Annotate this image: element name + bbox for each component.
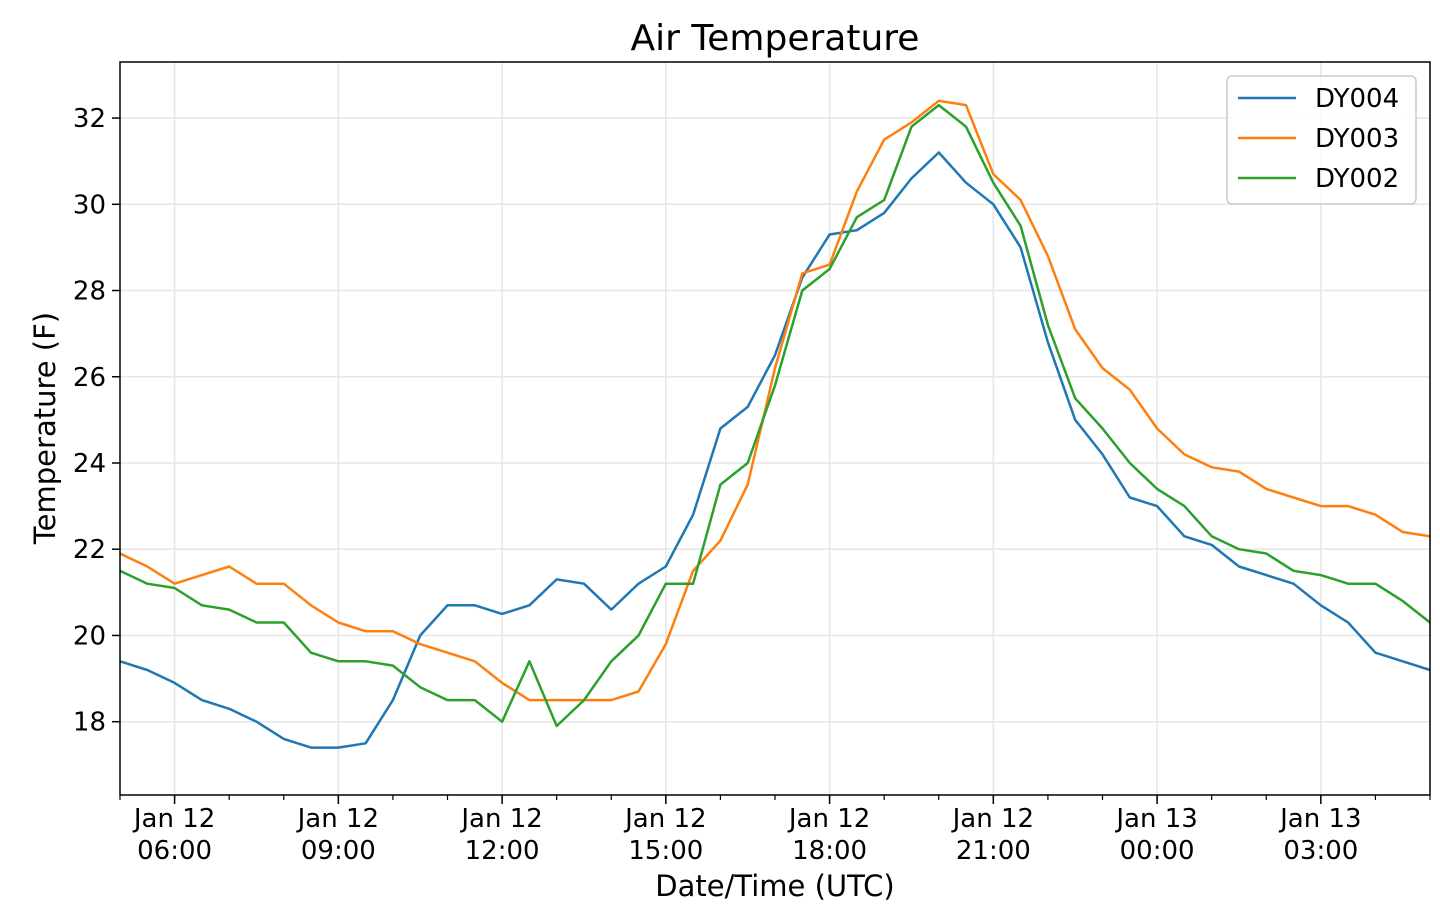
- x-tick-label-time: 18:00: [792, 836, 867, 866]
- legend-box: [1226, 75, 1417, 205]
- series-lines: [119, 99, 1431, 749]
- x-tick-label-date: Jan 13: [1278, 804, 1361, 834]
- y-axis-label: Temperature (F): [28, 312, 62, 545]
- series-line-dy004: [119, 151, 1431, 749]
- chart-title: Air Temperature: [631, 18, 920, 59]
- y-tick-label: 28: [73, 277, 106, 307]
- y-tick-label: 26: [73, 363, 106, 393]
- x-tick-label-date: Jan 12: [132, 804, 215, 834]
- series-line-dy003: [119, 99, 1431, 702]
- x-axis-label: Date/Time (UTC): [655, 869, 894, 903]
- x-tick-label-time: 03:00: [1283, 836, 1358, 866]
- y-tick-label: 32: [73, 104, 106, 134]
- x-tick-label-time: 06:00: [137, 836, 212, 866]
- legend-label-dy002: DY002: [1315, 164, 1399, 194]
- x-tick-label-date: Jan 12: [951, 804, 1034, 834]
- series-line-dy002: [119, 103, 1431, 728]
- x-tick-label-time: 21:00: [956, 836, 1031, 866]
- x-tick-label-date: Jan 12: [459, 804, 542, 834]
- x-tick-label-date: Jan 12: [296, 804, 379, 834]
- x-tick-label-date: Jan 12: [623, 804, 706, 834]
- y-tick-label: 22: [73, 535, 106, 565]
- y-tick-label: 20: [73, 621, 106, 651]
- y-axis: 18 20 22 24 26 28 30 32: [73, 104, 120, 738]
- legend: DY004 DY003 DY002: [1226, 75, 1417, 205]
- y-tick-label: 18: [73, 708, 106, 738]
- x-tick-label-time: 12:00: [465, 836, 540, 866]
- x-tick-label-time: 00:00: [1120, 836, 1195, 866]
- legend-label-dy004: DY004: [1315, 84, 1399, 114]
- grid: [120, 62, 1430, 795]
- legend-label-dy003: DY003: [1315, 124, 1399, 154]
- y-tick-label: 30: [73, 190, 106, 220]
- x-tick-label-date: Jan 12: [787, 804, 870, 834]
- x-tick-label-date: Jan 13: [1114, 804, 1197, 834]
- x-tick-label-time: 09:00: [301, 836, 376, 866]
- x-tick-label-time: 15:00: [628, 836, 703, 866]
- y-tick-label: 24: [73, 449, 106, 479]
